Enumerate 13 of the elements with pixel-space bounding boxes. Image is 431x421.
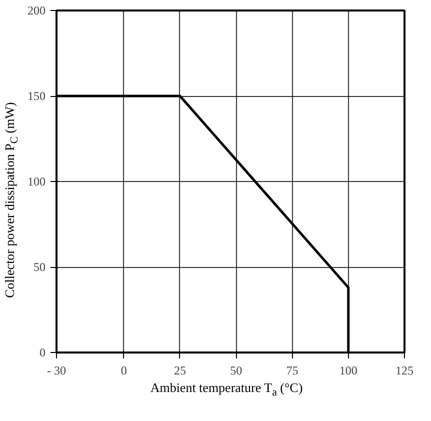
x-tick-label: 0 xyxy=(120,364,127,378)
y-tick-label: 200 xyxy=(28,4,46,18)
x-tick-label: 75 xyxy=(286,364,298,378)
x-tick-label: 25 xyxy=(174,364,186,378)
y-tick-label: 100 xyxy=(28,174,46,188)
x-axis-title: Ambient temperature T$_{a}$ (°C) xyxy=(149,380,304,401)
x-tick-label: 50 xyxy=(230,364,242,378)
y-tick-label: 0 xyxy=(40,346,46,360)
x-tick-label: 125 xyxy=(396,364,414,378)
y-tick-label: 50 xyxy=(34,260,46,274)
x-tick-label: - 30 xyxy=(47,364,66,378)
y-tick-label: 150 xyxy=(28,89,46,103)
x-tick-label: 100 xyxy=(339,364,358,378)
